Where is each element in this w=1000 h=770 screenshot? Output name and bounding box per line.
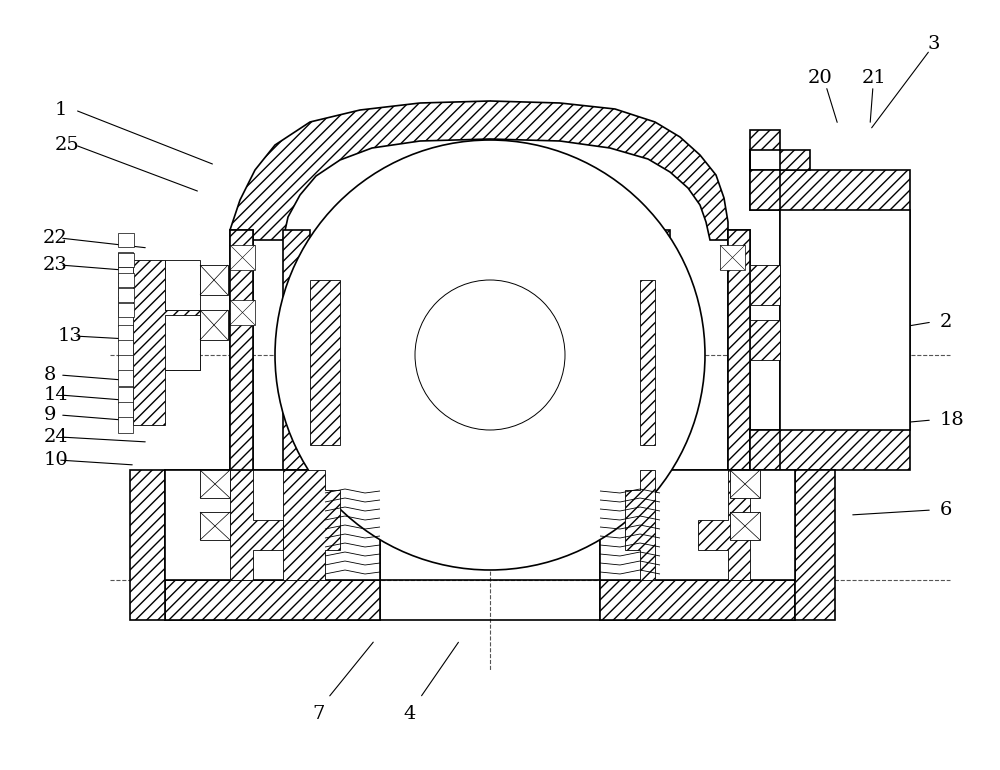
- Polygon shape: [750, 430, 780, 470]
- Text: 13: 13: [58, 327, 83, 345]
- Bar: [720, 245, 745, 270]
- Text: 4: 4: [403, 705, 415, 723]
- Text: 2: 2: [940, 313, 952, 331]
- Bar: [118, 252, 133, 268]
- Bar: [200, 512, 230, 540]
- Polygon shape: [640, 280, 655, 445]
- Polygon shape: [230, 470, 283, 580]
- Bar: [200, 310, 228, 340]
- Bar: [118, 297, 133, 313]
- Bar: [600, 470, 795, 580]
- Bar: [750, 265, 780, 305]
- Circle shape: [275, 140, 705, 570]
- Text: 6: 6: [940, 501, 952, 519]
- Bar: [118, 310, 133, 326]
- Polygon shape: [310, 280, 340, 445]
- Text: 21: 21: [862, 69, 887, 87]
- Text: 22: 22: [43, 229, 68, 247]
- Bar: [118, 282, 133, 298]
- Polygon shape: [230, 101, 728, 240]
- Bar: [200, 470, 230, 498]
- Polygon shape: [640, 230, 670, 470]
- Bar: [200, 265, 228, 295]
- Bar: [730, 470, 760, 498]
- Polygon shape: [750, 130, 810, 210]
- Bar: [118, 233, 134, 247]
- Polygon shape: [728, 230, 750, 470]
- Bar: [118, 355, 133, 371]
- Text: 24: 24: [44, 428, 69, 446]
- Text: 3: 3: [927, 35, 940, 53]
- Bar: [118, 370, 133, 386]
- Text: 9: 9: [44, 406, 57, 424]
- Bar: [118, 253, 134, 267]
- Circle shape: [415, 280, 565, 430]
- Bar: [600, 580, 795, 620]
- Polygon shape: [625, 470, 655, 580]
- Bar: [118, 387, 133, 403]
- Polygon shape: [698, 470, 750, 580]
- Text: 25: 25: [55, 136, 80, 154]
- Polygon shape: [283, 230, 325, 470]
- Text: 7: 7: [312, 705, 324, 723]
- Bar: [230, 245, 255, 270]
- Bar: [730, 512, 760, 540]
- Bar: [750, 320, 780, 360]
- Bar: [130, 470, 165, 620]
- Text: 1: 1: [55, 101, 67, 119]
- Text: 8: 8: [44, 366, 56, 384]
- Text: 18: 18: [940, 411, 965, 429]
- Bar: [118, 325, 133, 341]
- Bar: [118, 303, 134, 317]
- Bar: [230, 300, 255, 325]
- Polygon shape: [600, 230, 795, 620]
- Bar: [795, 470, 835, 620]
- Bar: [165, 315, 200, 370]
- Bar: [118, 417, 133, 433]
- Bar: [165, 260, 200, 310]
- Polygon shape: [283, 470, 340, 580]
- Bar: [118, 288, 134, 302]
- Text: 14: 14: [44, 386, 69, 404]
- Bar: [118, 402, 133, 418]
- Bar: [118, 267, 133, 283]
- Bar: [118, 273, 134, 287]
- Bar: [165, 580, 380, 620]
- Text: 10: 10: [44, 451, 69, 469]
- Text: 20: 20: [808, 69, 833, 87]
- Polygon shape: [230, 230, 253, 470]
- Bar: [118, 340, 133, 356]
- Polygon shape: [750, 170, 910, 470]
- Bar: [780, 210, 910, 430]
- Polygon shape: [165, 230, 380, 620]
- Polygon shape: [133, 260, 200, 425]
- Bar: [165, 470, 380, 580]
- Text: 23: 23: [43, 256, 68, 274]
